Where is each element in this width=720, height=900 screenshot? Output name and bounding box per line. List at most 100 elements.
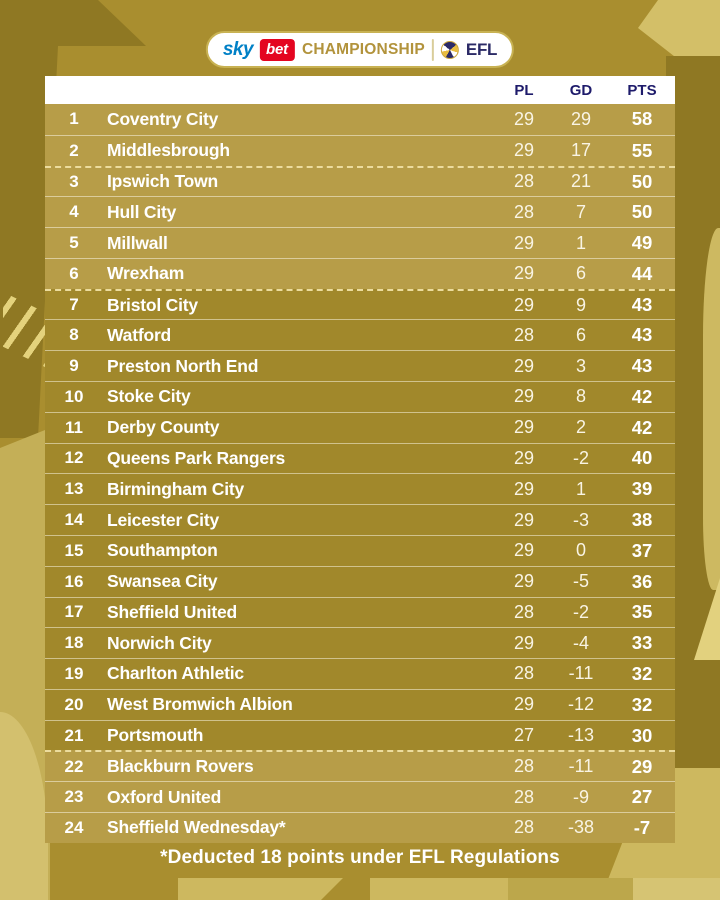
row-points: 55 [631, 139, 653, 161]
row-goal-difference: -11 [568, 663, 594, 684]
table-row: 21 Portsmouth 27 -13 30 [45, 719, 675, 751]
row-points: 40 [631, 447, 653, 469]
row-team-name: Stoke City [107, 386, 191, 407]
row-points: 27 [631, 786, 653, 808]
header-played: PL [514, 81, 534, 99]
table-row: 16 Swansea City 29 -5 36 [45, 565, 675, 597]
row-team-name: Preston North End [107, 355, 259, 376]
row-played: 29 [513, 632, 535, 653]
row-goal-difference: 3 [575, 355, 586, 376]
row-played: 29 [513, 478, 535, 499]
row-team-name: Coventry City [107, 108, 219, 129]
row-team-name: Millwall [107, 232, 168, 253]
row-team-name: Sheffield United [107, 601, 237, 622]
row-points: 49 [631, 232, 653, 254]
row-team-name: Derby County [107, 417, 220, 438]
row-position: 5 [69, 233, 79, 253]
row-played: 29 [513, 294, 535, 315]
deco-bottom-shape-1 [178, 878, 343, 900]
row-played: 29 [513, 140, 535, 161]
row-position: 23 [64, 787, 84, 807]
sky-logo: sky [222, 38, 254, 60]
row-goal-difference: 6 [575, 263, 586, 284]
row-goal-difference: 9 [575, 294, 586, 315]
row-played: 29 [513, 355, 535, 376]
row-team-name: Charlton Athletic [107, 663, 244, 684]
row-played: 29 [513, 108, 535, 129]
row-points: 39 [631, 478, 653, 500]
table-row: 13 Birmingham City 29 1 39 [45, 473, 675, 505]
table-row: 3 Ipswich Town 28 21 50 [45, 165, 675, 197]
row-points: 58 [631, 108, 653, 130]
deco-bottom-shape-3 [508, 878, 633, 900]
row-position: 16 [64, 571, 84, 591]
row-points: 38 [631, 509, 653, 531]
row-goal-difference: 21 [570, 171, 592, 192]
row-position: 15 [64, 540, 84, 560]
deco-bottom-shape-2 [370, 878, 508, 900]
row-team-name: Oxford United [107, 786, 222, 807]
row-points: 43 [631, 294, 653, 316]
row-points: 36 [631, 570, 653, 592]
table-row: 24 Sheffield Wednesday* 28 -38 -7 [45, 811, 675, 843]
row-points: -7 [633, 816, 651, 838]
row-points: 29 [631, 755, 653, 777]
table-row: 2 Middlesbrough 29 17 55 [45, 134, 675, 166]
row-played: 29 [513, 386, 535, 407]
row-team-name: Southampton [107, 540, 218, 561]
row-team-name: Leicester City [107, 509, 219, 530]
row-position: 22 [64, 756, 84, 776]
row-goal-difference: 29 [570, 108, 592, 129]
table-body: 1 Coventry City 29 29 58 2 Middlesbrough… [45, 104, 675, 843]
row-position: 18 [64, 633, 84, 653]
row-position: 11 [65, 417, 83, 437]
row-goal-difference: -2 [572, 601, 589, 622]
table-row: 15 Southampton 29 0 37 [45, 534, 675, 566]
row-position: 1 [69, 109, 79, 129]
row-goal-difference: -5 [572, 571, 589, 592]
table-row: 23 Oxford United 28 -9 27 [45, 781, 675, 812]
row-team-name: Norwich City [107, 632, 212, 653]
row-played: 29 [513, 417, 535, 438]
row-goal-difference: 2 [575, 417, 586, 438]
row-position: 12 [64, 448, 84, 468]
row-position: 24 [64, 817, 84, 837]
row-played: 29 [513, 232, 535, 253]
row-team-name: Watford [107, 324, 172, 345]
row-goal-difference: -12 [567, 694, 594, 715]
row-goal-difference: 1 [575, 232, 586, 253]
table-row: 14 Leicester City 29 -3 38 [45, 504, 675, 535]
row-team-name: Portsmouth [107, 725, 204, 746]
table-row: 8 Watford 28 6 43 [45, 319, 675, 351]
row-goal-difference: 8 [575, 386, 586, 407]
row-played: 29 [513, 571, 535, 592]
league-badge: sky bet CHAMPIONSHIP EFL [205, 31, 515, 68]
row-points: 43 [631, 355, 653, 377]
table-row: 19 Charlton Athletic 28 -11 32 [45, 658, 675, 689]
row-team-name: Middlesbrough [107, 140, 230, 161]
table-row: 17 Sheffield United 28 -2 35 [45, 596, 675, 628]
row-goal-difference: 0 [575, 540, 586, 561]
row-position: 7 [69, 295, 79, 315]
row-position: 17 [64, 602, 84, 622]
row-played: 29 [513, 509, 535, 530]
row-position: 20 [64, 694, 84, 714]
row-goal-difference: -9 [572, 786, 589, 807]
row-team-name: Wrexham [107, 263, 185, 284]
header-points: PTS [627, 81, 657, 99]
row-goal-difference: 1 [575, 478, 586, 499]
row-goal-difference: -13 [567, 725, 594, 746]
row-played: 28 [513, 756, 535, 777]
row-points: 35 [631, 601, 653, 623]
table-header: PL GD PTS [45, 76, 675, 104]
row-goal-difference: -2 [572, 447, 589, 468]
table-row: 6 Wrexham 29 6 44 [45, 257, 675, 289]
row-played: 29 [513, 694, 535, 715]
header-goal-difference: GD [569, 81, 593, 99]
table-row: 4 Hull City 28 7 50 [45, 196, 675, 228]
row-goal-difference: 6 [575, 324, 586, 345]
row-position: 4 [69, 202, 79, 222]
row-team-name: Hull City [107, 201, 177, 222]
row-played: 28 [513, 786, 535, 807]
row-goal-difference: -11 [568, 756, 594, 777]
